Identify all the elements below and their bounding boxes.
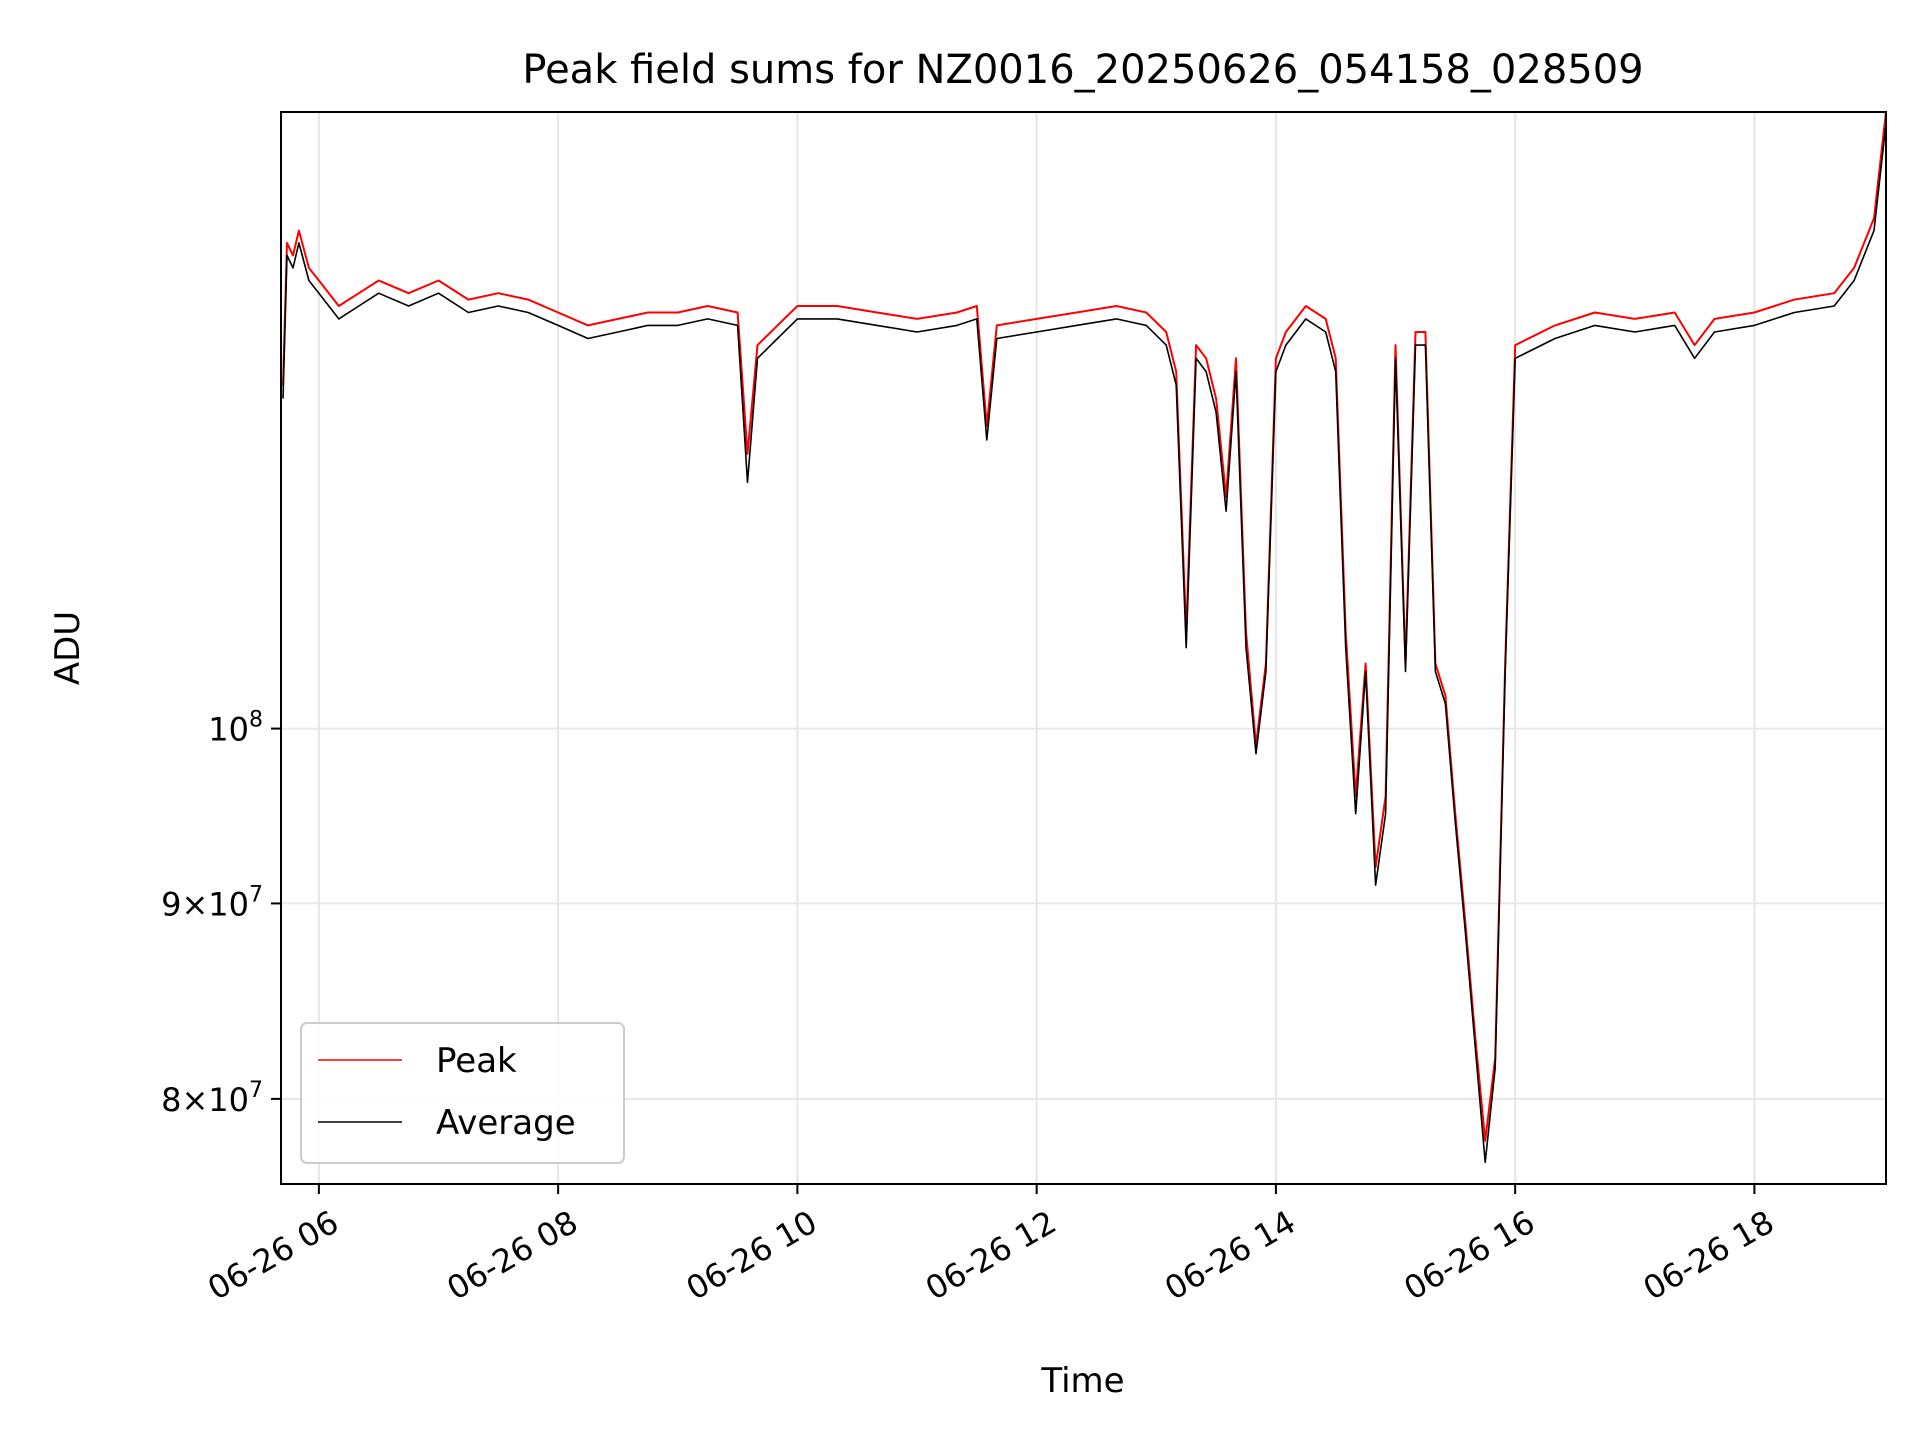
x-axis-label: Time [1040,1361,1124,1401]
plot-area-frame [280,111,1887,1185]
legend-label-average: Average [436,1103,576,1143]
y-tick-label: 8×107 [161,1078,263,1119]
series-lines [282,112,1886,1164]
y-axis-label: ADU [48,611,88,685]
legend-box [300,1022,625,1164]
y-tick-exponent: 7 [249,1078,263,1103]
series-line-average [282,123,1886,1164]
legend: Peak Average [300,1022,625,1164]
y-tick-base: 8 [161,1081,181,1119]
y-tick-label: 9×107 [161,882,263,923]
legend-label-peak: Peak [436,1041,517,1081]
y-tick-label: 108 [208,708,263,749]
y-tick-exponent: 8 [249,708,263,733]
y-tick-times: ×10 [181,1081,249,1119]
y-tick-times: ×10 [181,885,249,923]
chart-title: Peak field sums for NZ0016_20250626_0541… [522,47,1643,93]
y-tick-exponent: 7 [249,882,263,907]
y-tick-ten: 10 [208,711,249,749]
y-tick-base: 9 [161,885,181,923]
